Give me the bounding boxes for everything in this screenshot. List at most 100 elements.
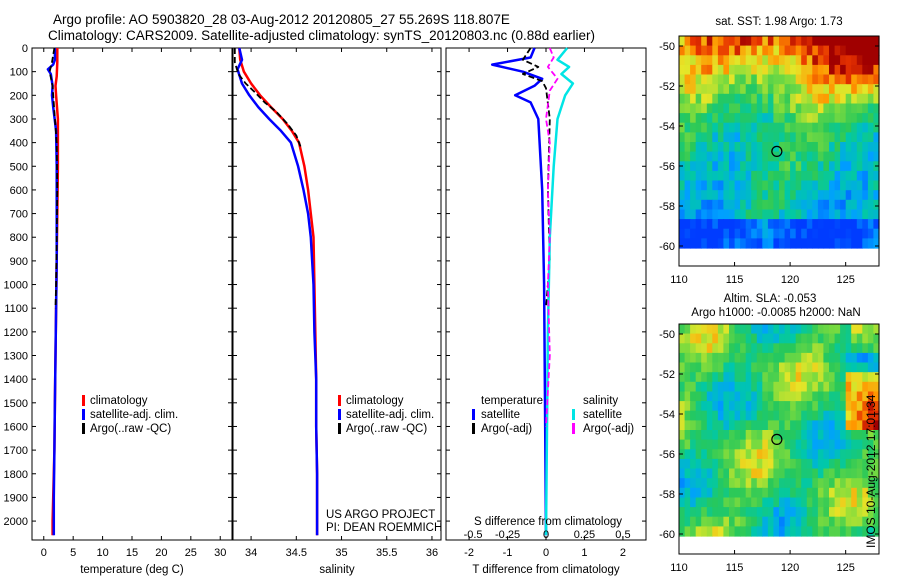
map-cell bbox=[867, 74, 875, 85]
map-cell bbox=[762, 151, 769, 162]
depth-tick-label: 1800 bbox=[4, 469, 28, 481]
map-cell bbox=[679, 64, 686, 76]
map-cell bbox=[840, 526, 847, 537]
map-cell bbox=[717, 64, 725, 76]
map-cell bbox=[723, 391, 730, 402]
map-cell bbox=[762, 142, 769, 153]
map-cell bbox=[867, 401, 875, 412]
map-cell bbox=[784, 209, 791, 220]
depth-tick-label: 1200 bbox=[4, 327, 28, 339]
map-cell bbox=[690, 228, 697, 239]
map-cell bbox=[845, 199, 852, 210]
map-cell bbox=[795, 526, 802, 537]
x-tick-label: 2 bbox=[620, 547, 626, 559]
map-cell bbox=[690, 180, 697, 191]
map-cell bbox=[717, 228, 725, 239]
map-cell bbox=[840, 93, 847, 104]
map-cell bbox=[712, 142, 719, 153]
map-cell bbox=[834, 439, 841, 450]
map-cell bbox=[795, 199, 802, 210]
map-cell bbox=[817, 526, 825, 537]
map-cell bbox=[845, 84, 852, 95]
map-cell bbox=[795, 103, 802, 114]
map-cell bbox=[806, 122, 813, 133]
map-cell bbox=[695, 487, 702, 498]
map-cell bbox=[823, 516, 830, 527]
map-cell bbox=[867, 352, 875, 364]
lon-tick-label: 115 bbox=[726, 274, 744, 286]
map-cell bbox=[806, 352, 813, 364]
map-cell bbox=[817, 45, 825, 56]
map-cell bbox=[873, 93, 880, 104]
map-cell bbox=[823, 113, 830, 124]
map-cell bbox=[701, 516, 708, 527]
map-cell bbox=[779, 36, 786, 47]
map-cell bbox=[779, 84, 786, 95]
map-cell bbox=[862, 122, 869, 133]
map-cell bbox=[784, 74, 791, 85]
map-cell bbox=[790, 151, 797, 162]
map-cell bbox=[851, 381, 858, 392]
map-cell bbox=[745, 219, 752, 230]
map-cell bbox=[729, 507, 736, 518]
map-cell bbox=[873, 170, 880, 182]
map-cell bbox=[795, 362, 802, 373]
map-cell bbox=[840, 219, 847, 230]
map-cell bbox=[734, 55, 741, 66]
map-cell bbox=[729, 410, 736, 421]
map-cell bbox=[690, 507, 697, 518]
map-cell bbox=[812, 170, 819, 182]
map-cell bbox=[723, 333, 730, 344]
map-cell bbox=[840, 497, 847, 508]
map-cell bbox=[806, 209, 813, 220]
map-cell bbox=[851, 170, 858, 182]
map-cell bbox=[867, 458, 875, 470]
map-cell bbox=[784, 478, 791, 489]
map-cell bbox=[817, 161, 825, 172]
map-cell bbox=[784, 199, 791, 210]
map-cell bbox=[684, 132, 691, 143]
map-cell bbox=[829, 391, 836, 402]
map-cell bbox=[845, 478, 852, 489]
map-cell bbox=[762, 64, 769, 76]
map-cell bbox=[717, 410, 725, 421]
map-cell bbox=[773, 142, 780, 153]
map-cell bbox=[773, 219, 780, 230]
map-cell bbox=[723, 478, 730, 489]
map-cell bbox=[812, 151, 819, 162]
map-cell bbox=[712, 45, 719, 56]
map-cell bbox=[712, 362, 719, 373]
map-cell bbox=[867, 84, 875, 95]
map-cell bbox=[756, 142, 763, 153]
map-cell bbox=[801, 362, 808, 373]
map-cell bbox=[862, 132, 869, 143]
map-cell bbox=[690, 190, 697, 201]
map-cell bbox=[701, 190, 708, 201]
depth-tick-label: 1400 bbox=[4, 374, 28, 386]
map-cell bbox=[767, 372, 775, 383]
map-cell bbox=[690, 55, 697, 66]
map-cell bbox=[695, 122, 702, 133]
map-cell bbox=[829, 401, 836, 412]
map-cell bbox=[801, 122, 808, 133]
map-cell bbox=[812, 458, 819, 470]
map-cell bbox=[729, 381, 736, 392]
map-cell bbox=[867, 449, 875, 460]
map-cell bbox=[773, 391, 780, 402]
map-cell bbox=[706, 219, 713, 230]
top-axis-label: S difference from climatology bbox=[474, 516, 622, 528]
map-cell bbox=[767, 439, 775, 450]
map-cell bbox=[823, 439, 830, 450]
map-cell bbox=[706, 410, 713, 421]
map-cell bbox=[801, 420, 808, 431]
map-cell bbox=[834, 478, 841, 489]
map-cell bbox=[762, 410, 769, 421]
map-cell bbox=[729, 343, 736, 354]
map-cell bbox=[867, 526, 875, 537]
map-cell bbox=[773, 238, 780, 249]
map-cell bbox=[734, 142, 741, 153]
map-cell bbox=[834, 362, 841, 373]
map-cell bbox=[690, 132, 697, 143]
legend-label: Argo(-adj) bbox=[481, 423, 532, 435]
